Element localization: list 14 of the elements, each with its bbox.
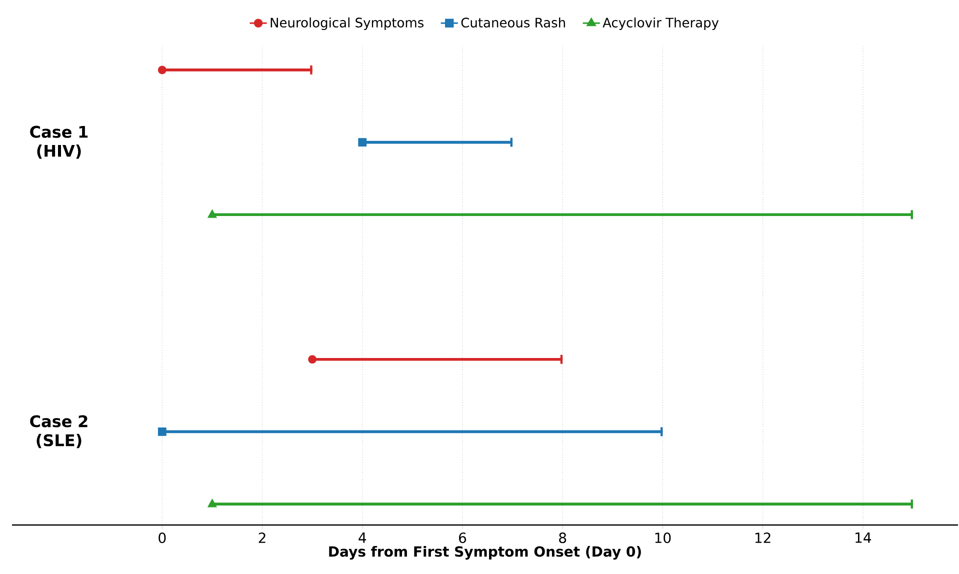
x-tick-label: 6 <box>459 532 466 544</box>
x-axis-title: Days from First Symptom Onset (Day 0) <box>329 546 641 560</box>
legend-label: Acyclovir Therapy <box>602 17 719 30</box>
x-tick-label: 0 <box>158 532 166 544</box>
legend-label: Cutaneous Rash <box>461 17 565 28</box>
y-tick-label: Case 2 (SLE) <box>30 415 88 448</box>
x-tick-label: 12 <box>755 532 770 543</box>
legend-label: Neurological Symptoms <box>270 17 424 30</box>
x-tick-label: 14 <box>856 532 872 543</box>
x-tick-label: 4 <box>358 532 366 543</box>
x-tick-label: 10 <box>655 532 671 544</box>
x-tick-label: 2 <box>258 532 266 543</box>
y-tick-label: Case 1 (HIV) <box>30 126 88 159</box>
x-tick-label: 8 <box>559 532 566 544</box>
